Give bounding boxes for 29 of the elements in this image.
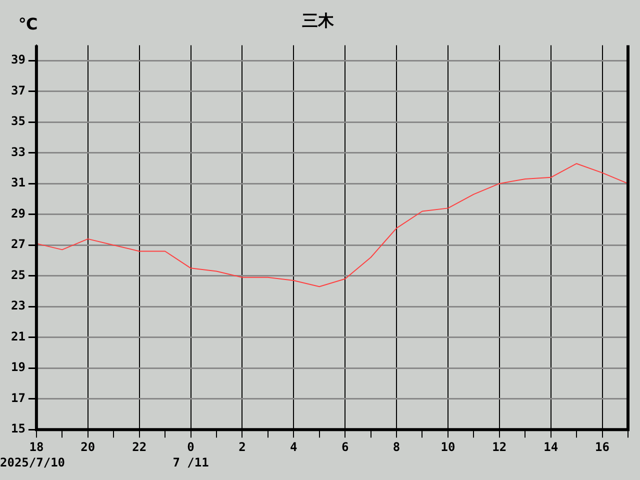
x-tick-label: 10	[440, 440, 456, 454]
text: 7 /11	[172, 456, 209, 470]
y-axis-title: ℃	[18, 14, 38, 34]
x-tick-label: 6	[341, 440, 349, 454]
x-tick-label: 16	[595, 440, 610, 454]
y-tick-label: 33	[10, 144, 26, 159]
y-tick-label: 19	[10, 360, 26, 374]
y-tick-label: 25	[10, 268, 26, 282]
x-tick-label: 0	[187, 440, 194, 454]
y-tick-label: 37	[10, 83, 26, 98]
text: 2025/7/10	[0, 456, 66, 470]
y-tick-label: 29	[10, 206, 26, 220]
y-tick-label: 35	[10, 114, 26, 128]
x-tick-label: 18	[29, 440, 44, 454]
chart-title: 三木	[302, 10, 335, 30]
y-tick-label: 23	[10, 298, 26, 313]
x-tick-label: 14	[544, 440, 558, 454]
y-tick-label: 17	[10, 390, 26, 405]
y-tick-label: 31	[10, 176, 26, 190]
y-tick-label: 27	[10, 237, 26, 252]
y-tick-label: 39	[10, 52, 26, 67]
x-tick-label: 4	[290, 440, 298, 454]
x-tick-label: 8	[392, 440, 400, 454]
x-tick-label: 20	[80, 440, 96, 454]
x-tick-label: 12	[492, 440, 507, 454]
y-tick-label: 21	[10, 329, 26, 344]
y-tick-label: 15	[10, 422, 26, 436]
x-tick-label: 2	[238, 440, 246, 454]
x-tick-label: 22	[132, 440, 147, 454]
